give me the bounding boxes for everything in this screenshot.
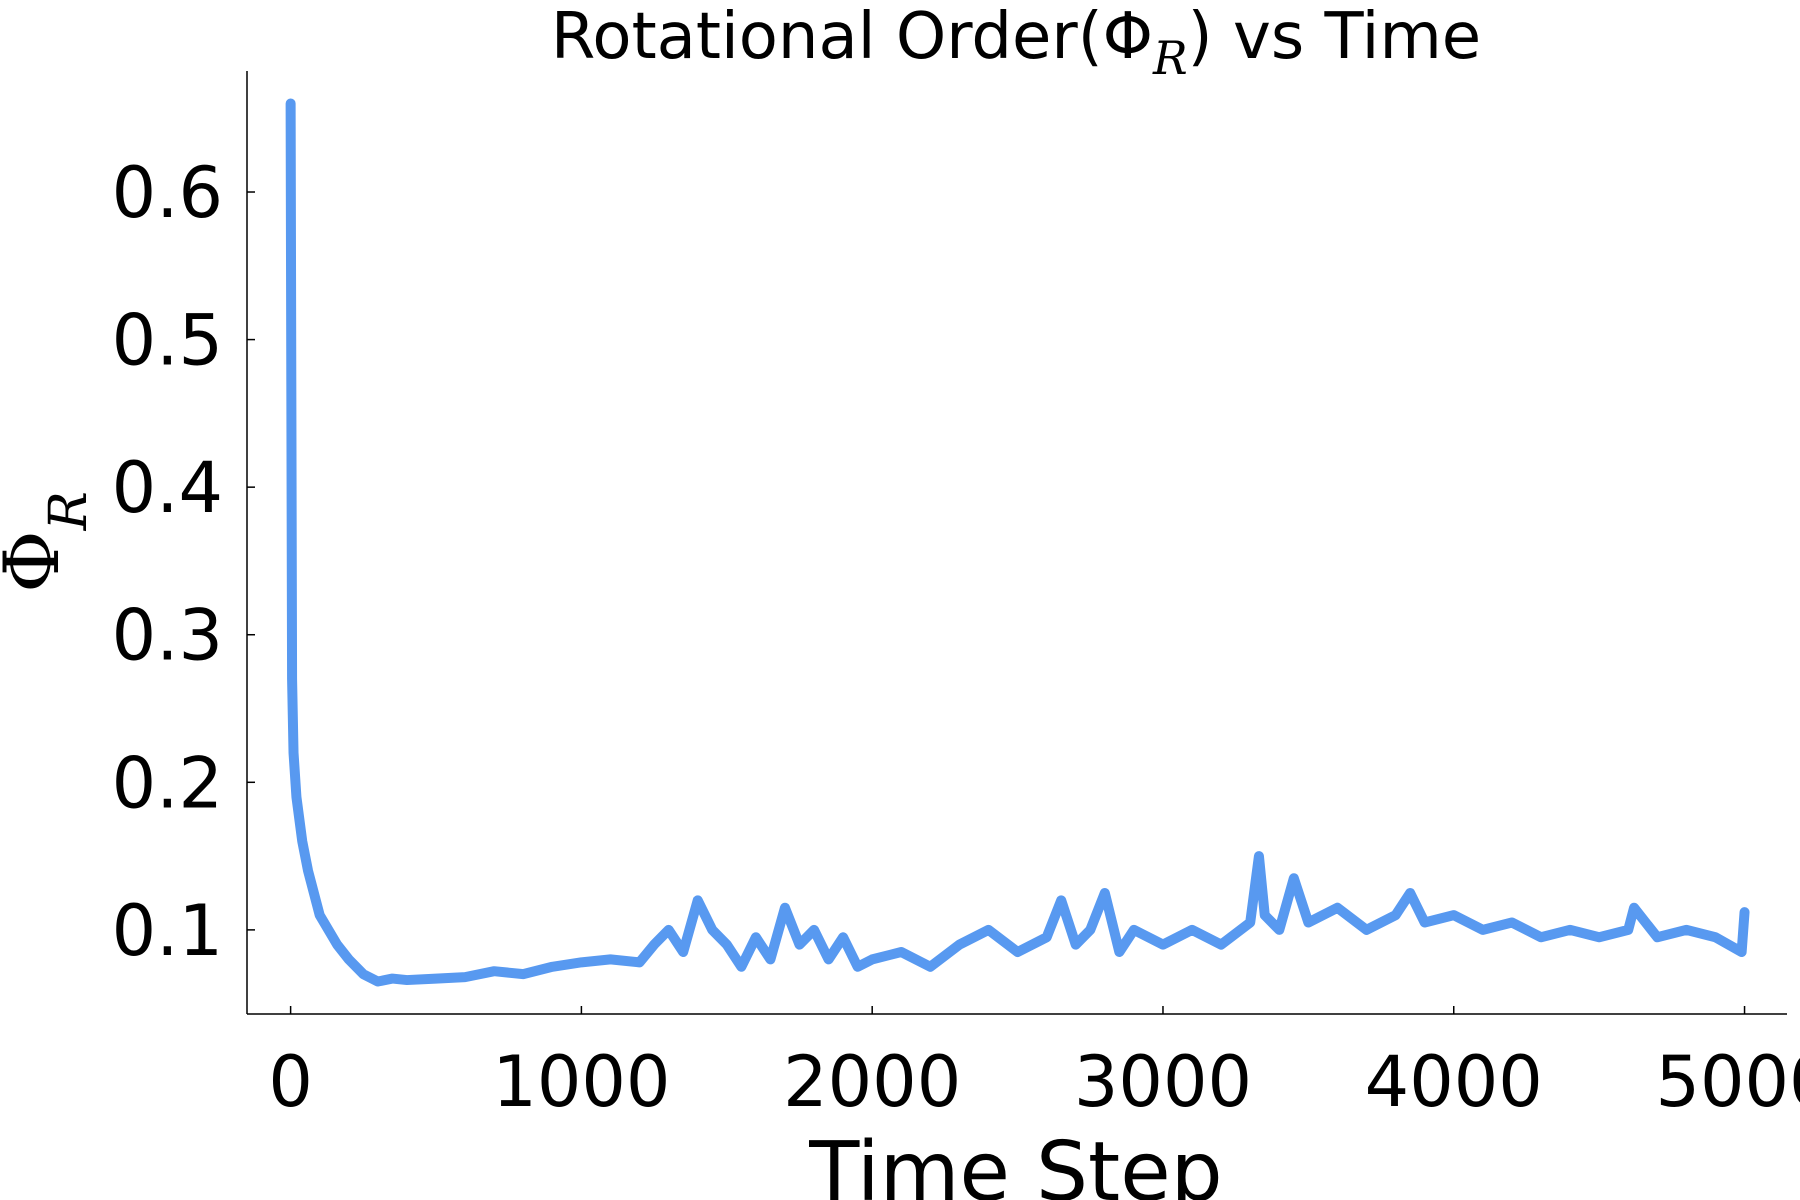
x-tick-label: 3000 (1074, 1041, 1252, 1123)
chart-title: Rotational Order(ΦR) vs Time (551, 0, 1481, 85)
y-tick-label: 0.1 (112, 890, 223, 972)
x-tick-label: 5000 (1655, 1041, 1800, 1123)
x-tick-label: 2000 (783, 1041, 961, 1123)
y-tick-label: 0.2 (112, 742, 223, 824)
y-tick-label: 0.6 (112, 152, 223, 234)
y-label-subscript: R (39, 491, 99, 531)
x-tick-label: 0 (268, 1041, 313, 1123)
data-line (285, 98, 1750, 987)
title-part: Rotational Order(Φ (551, 0, 1153, 74)
title-part: ) vs Time (1188, 0, 1482, 74)
y-tick-label: 0.5 (112, 300, 223, 382)
x-tick-label: 4000 (1365, 1041, 1543, 1123)
x-axis-label: Time Step (808, 1125, 1222, 1200)
x-tick-label: 1000 (492, 1041, 670, 1123)
y-label-part: Φ (0, 530, 76, 592)
title-subscript: R (1152, 31, 1188, 85)
y-axis-label: ΦR (0, 491, 99, 592)
y-tick-label: 0.4 (112, 447, 223, 529)
y-tick-label: 0.3 (112, 595, 223, 677)
